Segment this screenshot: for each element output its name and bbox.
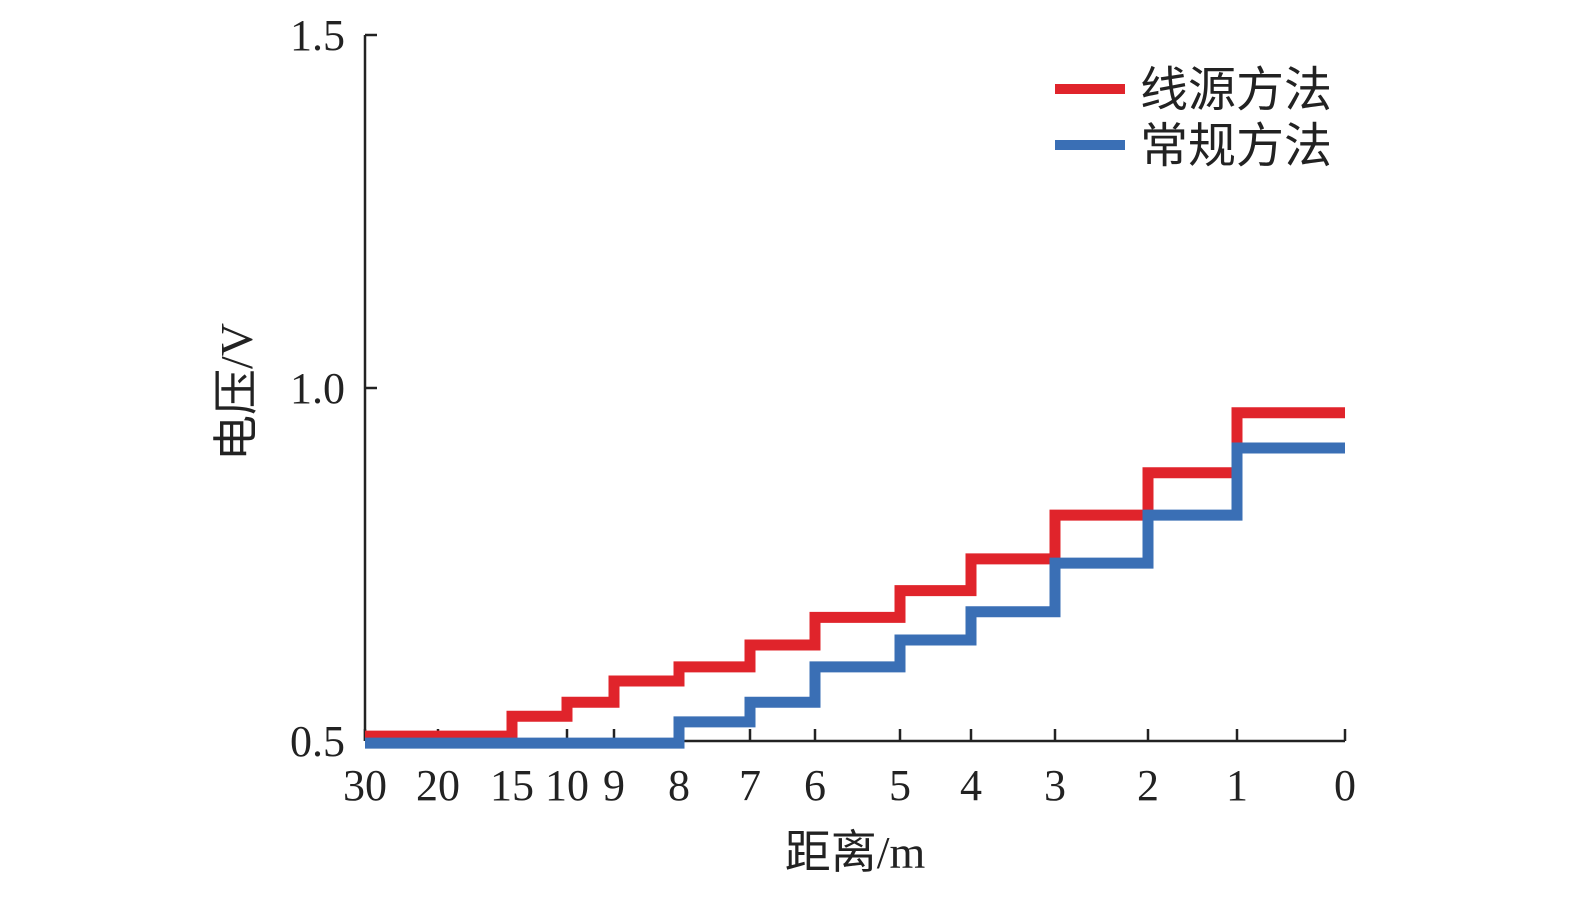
series-line-0 xyxy=(365,407,1345,742)
x-tick-label: 0 xyxy=(1334,761,1356,810)
x-tick-label: 30 xyxy=(343,761,387,810)
x-tick-label: 4 xyxy=(960,761,982,810)
series-line-1 xyxy=(365,442,1345,749)
legend: 线源方法 常规方法 xyxy=(1055,64,1332,173)
series xyxy=(365,407,1345,749)
x-tick-label: 1 xyxy=(1226,761,1248,810)
x-tick-label: 8 xyxy=(668,761,690,810)
y-tick-label: 1.5 xyxy=(290,11,345,60)
y-tick-label: 1.0 xyxy=(290,364,345,413)
y-axis-title: 电压/V xyxy=(211,323,262,461)
x-tick-label: 3 xyxy=(1044,761,1066,810)
x-tick-label: 5 xyxy=(889,761,911,810)
x-tick-label: 2 xyxy=(1137,761,1159,810)
x-tick-label: 20 xyxy=(416,761,460,810)
x-axis-title: 距离/m xyxy=(785,827,926,878)
x-tick-label: 10 xyxy=(545,761,589,810)
x-tick-label: 6 xyxy=(804,761,826,810)
y-tick-label: 0.5 xyxy=(290,717,345,766)
x-tick-label: 15 xyxy=(490,761,534,810)
x-tick-label: 7 xyxy=(739,761,761,810)
legend-label-linesource: 线源方法 xyxy=(1140,64,1332,117)
x-tick-label: 9 xyxy=(603,761,625,810)
legend-label-conventional: 常规方法 xyxy=(1140,120,1332,173)
